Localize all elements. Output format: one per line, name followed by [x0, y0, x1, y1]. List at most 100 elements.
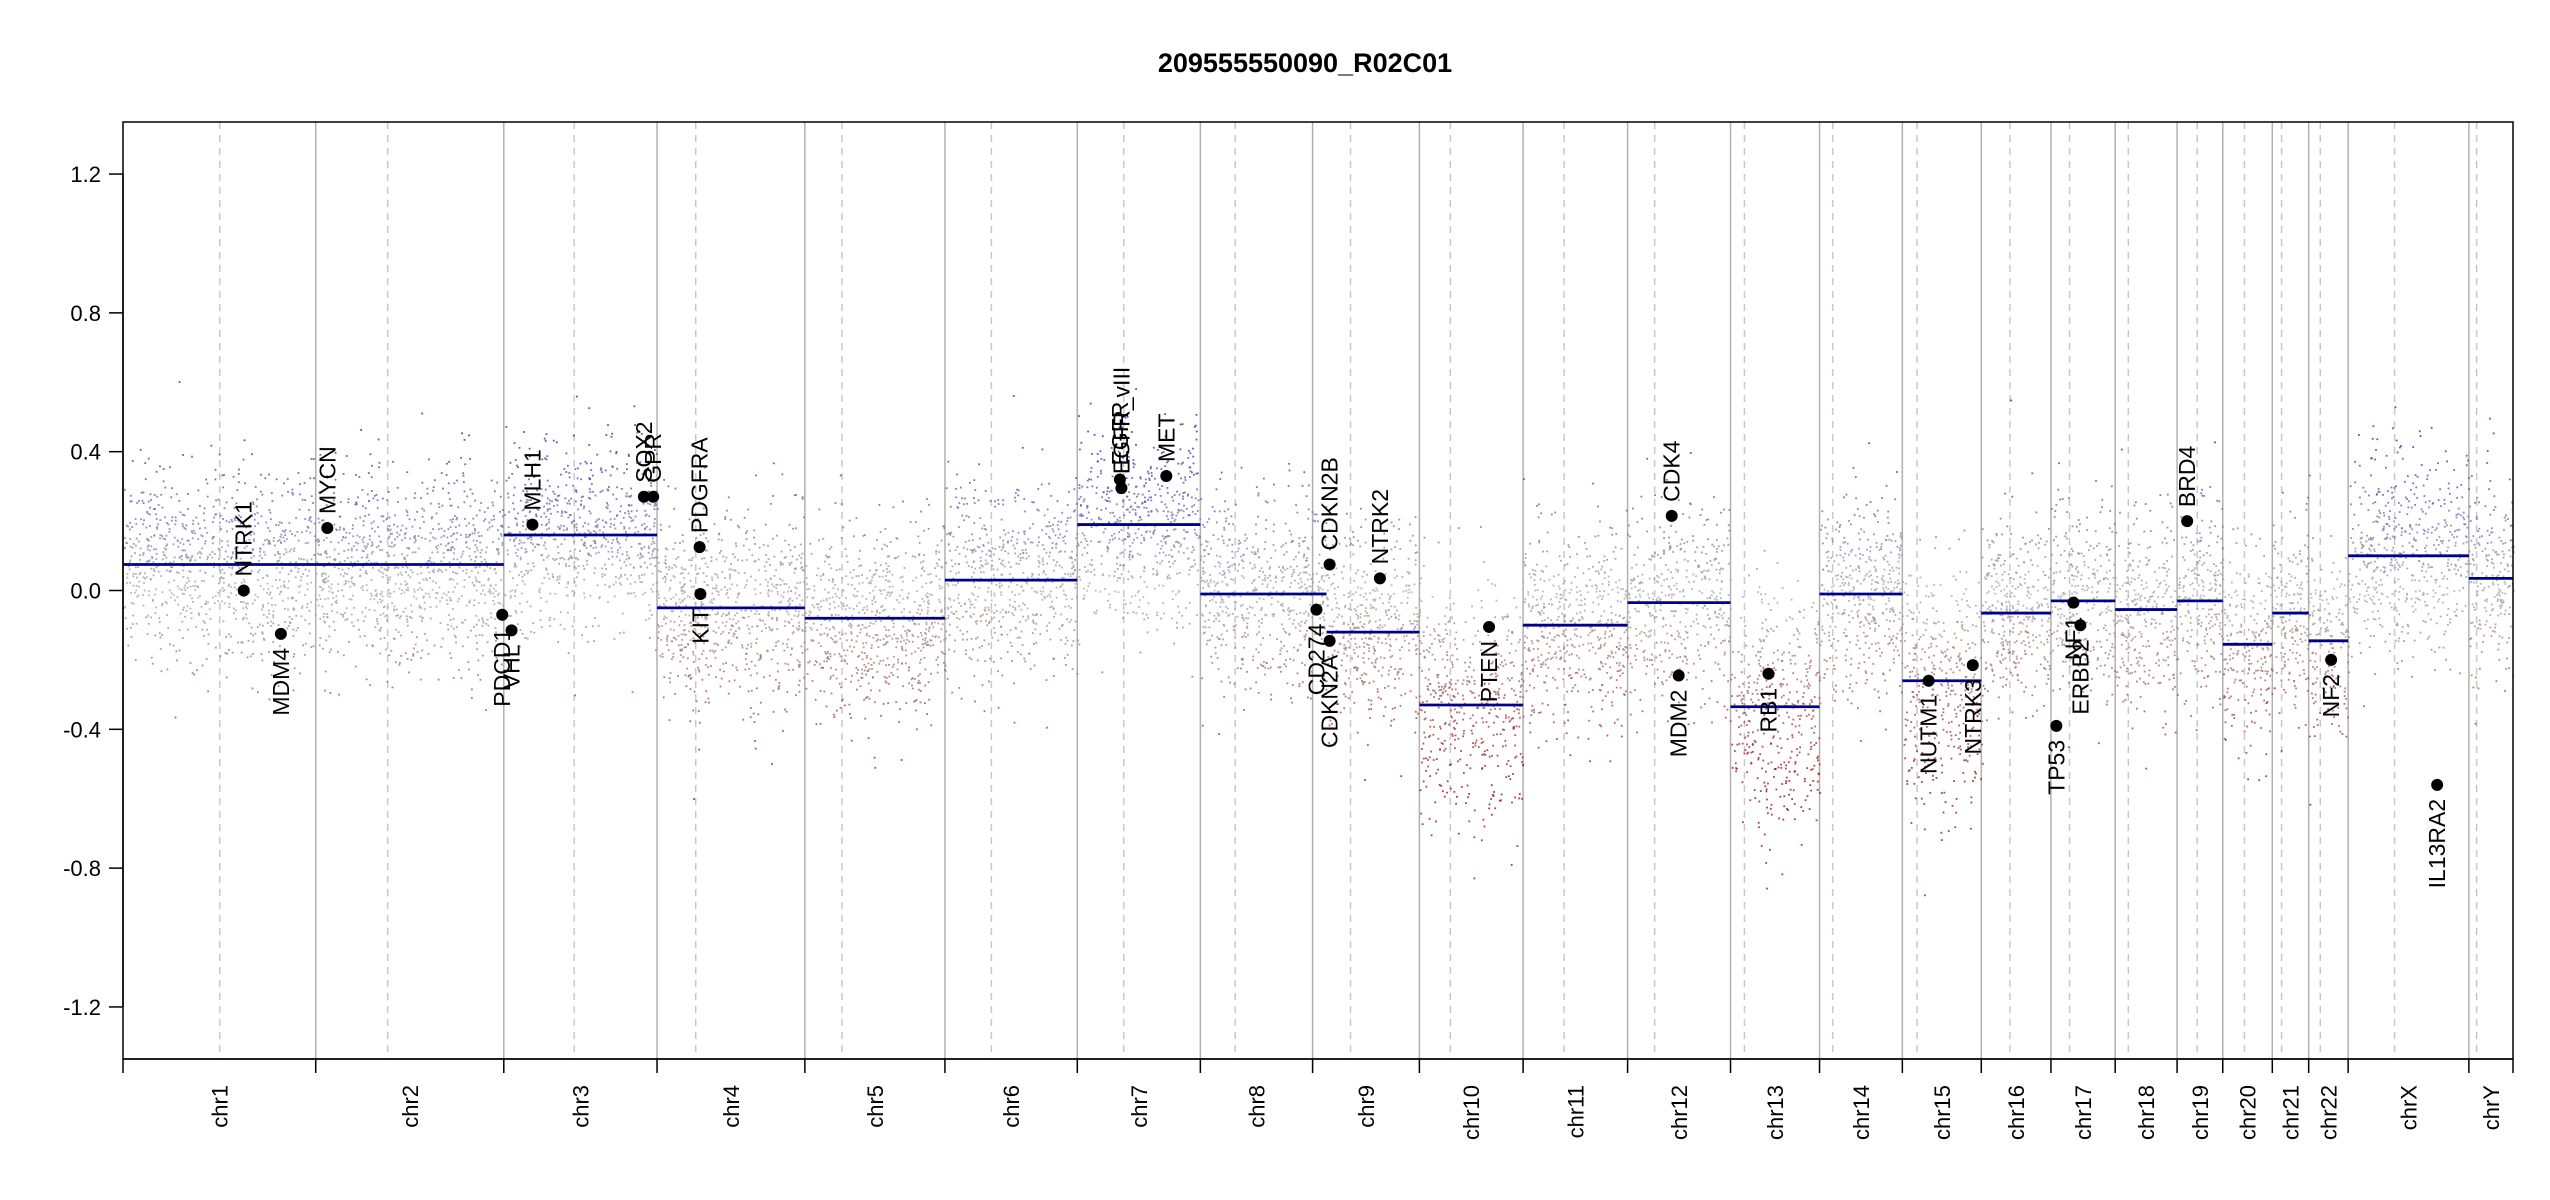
probe-point — [2004, 560, 2006, 562]
probe-point — [146, 548, 149, 551]
probe-point — [728, 617, 731, 620]
probe-point — [513, 442, 516, 444]
probe-point — [1989, 609, 1991, 612]
probe-point — [2067, 497, 2070, 499]
probe-point — [689, 580, 692, 582]
probe-point — [1445, 606, 1448, 609]
probe-point — [548, 502, 551, 505]
probe-point — [478, 619, 480, 622]
probe-point — [2173, 650, 2176, 653]
probe-point — [1543, 602, 1545, 605]
probe-point — [484, 551, 487, 554]
probe-point — [1400, 602, 1403, 604]
probe-point — [927, 606, 929, 609]
probe-point — [1965, 650, 1967, 653]
probe-point — [1454, 682, 1457, 685]
probe-point — [247, 602, 249, 605]
probe-point — [342, 654, 345, 657]
probe-point — [1427, 759, 1429, 761]
probe-point — [583, 532, 586, 535]
probe-point — [1960, 621, 1963, 623]
probe-point — [458, 566, 461, 569]
probe-point — [2040, 603, 2043, 605]
probe-point — [979, 517, 982, 519]
probe-point — [1970, 690, 1973, 693]
probe-point — [318, 585, 321, 588]
probe-point — [1764, 593, 1767, 595]
probe-point — [1279, 666, 1282, 668]
probe-point — [924, 684, 926, 687]
probe-point — [1318, 580, 1321, 583]
probe-point — [1956, 666, 1959, 668]
probe-point — [980, 564, 983, 567]
probe-point — [293, 667, 296, 670]
probe-point — [2446, 614, 2449, 616]
probe-point — [1115, 503, 1118, 506]
probe-point — [1209, 581, 1212, 584]
probe-point — [129, 559, 132, 562]
probe-point — [1963, 759, 1965, 762]
probe-point — [2272, 606, 2274, 609]
probe-point — [1430, 750, 1432, 753]
probe-point — [2006, 595, 2009, 598]
probe-point — [1385, 614, 1388, 616]
probe-point — [403, 591, 406, 594]
probe-point — [1345, 512, 1348, 515]
probe-point — [197, 586, 199, 589]
probe-point — [346, 618, 349, 620]
probe-point — [1236, 615, 1239, 618]
probe-point — [474, 566, 476, 569]
probe-point — [1435, 692, 1437, 695]
probe-point — [1619, 674, 1622, 677]
probe-point — [487, 507, 489, 509]
probe-point — [2276, 577, 2278, 579]
probe-point — [1782, 683, 1784, 686]
probe-point — [1633, 689, 1636, 692]
probe-point — [1295, 504, 1297, 506]
probe-point — [1804, 799, 1807, 802]
probe-point — [1536, 639, 1539, 642]
probe-point — [1321, 574, 1324, 577]
probe-point — [2097, 742, 2100, 745]
probe-point — [2244, 582, 2247, 584]
probe-point — [1152, 446, 1155, 449]
probe-point — [2267, 648, 2270, 651]
probe-point — [1299, 644, 1302, 646]
probe-point — [2094, 530, 2097, 533]
probe-point — [243, 551, 245, 554]
probe-point — [1981, 694, 1984, 697]
probe-point — [1611, 533, 1613, 536]
probe-point — [2054, 606, 2057, 608]
probe-point — [953, 650, 956, 653]
probe-point — [1802, 616, 1805, 619]
probe-point — [2145, 625, 2147, 628]
probe-point — [398, 663, 401, 666]
probe-point — [2391, 497, 2393, 500]
probe-point — [1818, 697, 1821, 699]
probe-point — [1890, 539, 1893, 542]
probe-point — [1450, 683, 1453, 686]
probe-point — [452, 571, 454, 573]
probe-point — [1086, 517, 1088, 519]
probe-point — [1416, 616, 1419, 618]
probe-point — [778, 682, 781, 684]
probe-point — [2344, 557, 2347, 559]
probe-point — [1930, 642, 1933, 645]
probe-point — [1051, 528, 1054, 531]
probe-point — [668, 719, 671, 721]
probe-point — [1347, 623, 1350, 626]
probe-point — [771, 608, 773, 611]
probe-point — [762, 543, 765, 546]
probe-point — [181, 637, 184, 639]
probe-point — [1744, 712, 1746, 714]
probe-point — [2479, 582, 2482, 585]
probe-point — [1258, 620, 1260, 623]
probe-point — [1646, 658, 1649, 661]
probe-point — [2388, 650, 2391, 653]
probe-point — [672, 652, 675, 655]
probe-point — [195, 516, 198, 519]
probe-point — [727, 596, 730, 599]
probe-point — [1491, 662, 1494, 665]
probe-point — [1718, 613, 1721, 615]
probe-point — [1856, 580, 1859, 583]
